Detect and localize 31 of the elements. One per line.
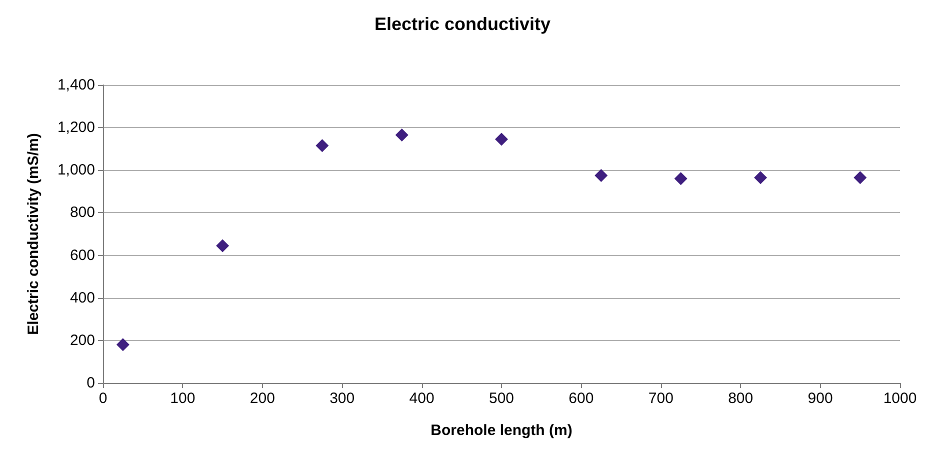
point xyxy=(495,132,508,146)
y-tick-label: 0 xyxy=(86,374,95,392)
x-tick-label: 700 xyxy=(648,390,674,407)
x-axis-title: Borehole length (m) xyxy=(430,422,572,439)
x-tick-label: 1000 xyxy=(883,390,917,407)
point xyxy=(216,239,230,252)
x-tick-label: 200 xyxy=(250,390,275,407)
y-tick-label: 1,000 xyxy=(57,162,95,179)
x-tick-label: 100 xyxy=(170,390,196,407)
point xyxy=(674,172,688,186)
x-tick-label: 300 xyxy=(330,390,355,407)
x-tick-label: 400 xyxy=(409,390,434,407)
x-tick-label: 600 xyxy=(568,390,594,407)
x-tick-label: 500 xyxy=(488,390,514,407)
point xyxy=(395,128,408,142)
y-tick-label: 200 xyxy=(70,332,95,349)
y-tick-label: 1,400 xyxy=(57,76,95,94)
x-tick-label: 800 xyxy=(728,390,754,407)
point xyxy=(316,139,329,152)
point xyxy=(594,168,608,182)
point xyxy=(754,171,768,184)
x-tick-label: 900 xyxy=(808,390,833,407)
y-tick-label: 600 xyxy=(70,246,95,264)
y-axis-title: Electric conductivity (mS/m) xyxy=(25,133,42,335)
point xyxy=(116,338,130,352)
x-tick-label: 0 xyxy=(98,390,108,407)
y-tick-label: 800 xyxy=(70,204,95,222)
point xyxy=(854,171,867,184)
chart-title: Electric conductivity xyxy=(374,14,551,34)
y-tick-label: 1,200 xyxy=(57,119,95,136)
y-tick-label: 400 xyxy=(70,289,95,306)
